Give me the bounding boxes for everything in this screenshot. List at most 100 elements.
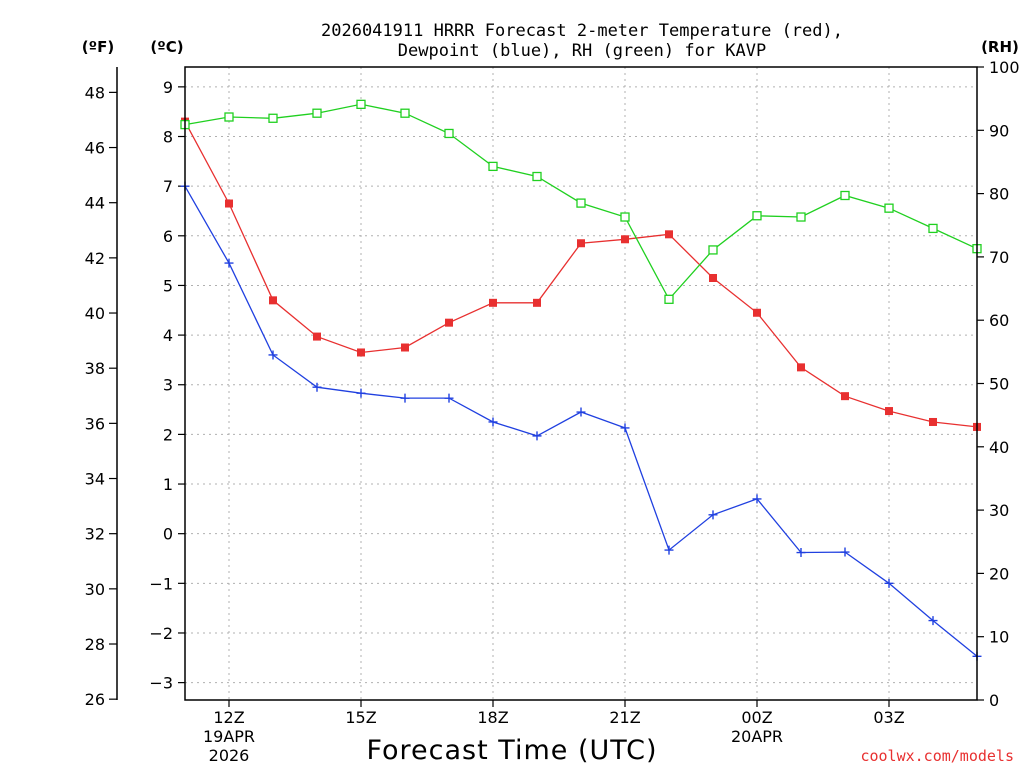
- rh-point: [268, 113, 278, 123]
- dewpoint-point: [796, 548, 806, 558]
- celsius-tick-label: 6: [163, 227, 173, 246]
- temperature-point: [929, 417, 937, 426]
- temperature-point: [313, 332, 321, 341]
- rh-point: [620, 212, 630, 222]
- rh-point: [664, 294, 674, 304]
- rh-point: [224, 112, 234, 122]
- dewpoint-point: [884, 578, 894, 588]
- fahrenheit-tick-label: 34: [85, 470, 105, 489]
- celsius-unit-label: (ºC): [150, 38, 183, 56]
- grid: [185, 67, 977, 700]
- fahrenheit-tick-label: 42: [85, 249, 105, 268]
- x-tick-label: 03Z: [873, 708, 904, 727]
- x-tick-label: 00Z: [741, 708, 772, 727]
- celsius-tick-label: −3: [149, 674, 173, 693]
- dewpoint-point: [400, 393, 410, 403]
- rh-tick-label: 10: [989, 628, 1009, 647]
- rh-tick-label: 20: [989, 564, 1009, 583]
- dewpoint-point: [444, 393, 454, 403]
- dewpoint-point: [928, 616, 938, 626]
- dewpoint-point: [664, 545, 674, 555]
- fahrenheit-tick-label: 40: [85, 304, 105, 323]
- rh-point: [708, 245, 718, 255]
- rh-unit-label: (RH): [981, 38, 1019, 56]
- dewpoint-point: [708, 510, 718, 520]
- celsius-tick-label: 9: [163, 78, 173, 97]
- rh-point: [752, 211, 762, 221]
- x-tick-label: 12Z: [213, 708, 244, 727]
- fahrenheit-tick-label: 28: [85, 635, 105, 654]
- temperature-point: [885, 407, 893, 416]
- dewpoint-point: [752, 494, 762, 504]
- temperature-point: [709, 274, 717, 282]
- celsius-tick-label: 3: [163, 376, 173, 395]
- fahrenheit-tick-label: 46: [85, 139, 105, 158]
- rh-point: [356, 99, 366, 109]
- fahrenheit-tick-label: 48: [85, 83, 105, 102]
- x-tick-label: 15Z: [345, 708, 376, 727]
- rh-point: [400, 108, 410, 118]
- celsius-tick-label: 5: [163, 276, 173, 295]
- temperature-point: [225, 199, 233, 208]
- rh-tick-label: 40: [989, 438, 1009, 457]
- rh-tick-label: 50: [989, 375, 1009, 394]
- rh-tick-label: 70: [989, 248, 1009, 267]
- dewpoint-point: [268, 350, 278, 360]
- dewpoint-point: [224, 258, 234, 268]
- axes: 262830323436384042444648−3−2−10123456789…: [85, 58, 1020, 765]
- temperature-point: [577, 239, 585, 248]
- temperature-point: [841, 392, 849, 401]
- fahrenheit-tick-label: 32: [85, 525, 105, 544]
- celsius-tick-label: 7: [163, 177, 173, 196]
- x-year-label: 2026: [209, 746, 250, 765]
- x-date-label: 20APR: [731, 727, 783, 746]
- rh-point: [884, 203, 894, 213]
- rh-point: [444, 128, 454, 139]
- rh-point: [312, 108, 322, 118]
- celsius-tick-label: 2: [163, 425, 173, 444]
- data-series: [180, 99, 982, 661]
- dewpoint-point: [620, 423, 630, 433]
- rh-tick-label: 60: [989, 311, 1009, 330]
- credit-label: coolwx.com/models: [860, 747, 1014, 765]
- dewpoint-series-line: [184, 185, 978, 657]
- temperature-point: [489, 298, 497, 307]
- rh-point: [840, 190, 850, 201]
- chart-title-line1: 2026041911 HRRR Forecast 2-meter Tempera…: [321, 21, 843, 41]
- rh-point: [488, 161, 498, 172]
- temperature-point: [401, 343, 409, 352]
- temperature-point: [357, 348, 365, 357]
- temperature-point: [445, 318, 453, 327]
- fahrenheit-unit-label: (ºF): [82, 38, 114, 56]
- temperature-point: [533, 298, 541, 307]
- temperature-point: [753, 308, 761, 317]
- dewpoint-point: [532, 431, 542, 441]
- chart-title-line2: Dewpoint (blue), RH (green) for KAVP: [398, 41, 766, 61]
- temperature-point: [269, 296, 277, 305]
- fahrenheit-tick-label: 44: [85, 194, 105, 213]
- celsius-tick-label: 1: [163, 475, 173, 494]
- rh-point: [576, 198, 586, 208]
- rh-tick-label: 30: [989, 501, 1009, 520]
- dewpoint-point: [576, 407, 586, 417]
- x-axis-label: Forecast Time (UTC): [366, 735, 657, 766]
- rh-tick-label: 100: [989, 58, 1020, 77]
- celsius-tick-label: 8: [163, 128, 173, 147]
- celsius-tick-label: 0: [163, 525, 173, 544]
- rh-tick-label: 0: [989, 691, 999, 710]
- x-tick-label: 18Z: [477, 708, 508, 727]
- dewpoint-point: [840, 547, 850, 557]
- temperature-point: [621, 235, 629, 244]
- celsius-tick-label: −2: [149, 624, 173, 643]
- x-date-label: 19APR: [203, 727, 255, 746]
- dewpoint-point: [312, 382, 322, 392]
- fahrenheit-tick-label: 26: [85, 690, 105, 709]
- celsius-tick-label: −1: [149, 574, 173, 593]
- rh-tick-label: 80: [989, 185, 1009, 204]
- dewpoint-point: [356, 388, 366, 398]
- temperature-point: [665, 230, 673, 239]
- rh-point: [928, 223, 938, 234]
- celsius-tick-label: 4: [163, 326, 173, 345]
- fahrenheit-tick-label: 30: [85, 580, 105, 599]
